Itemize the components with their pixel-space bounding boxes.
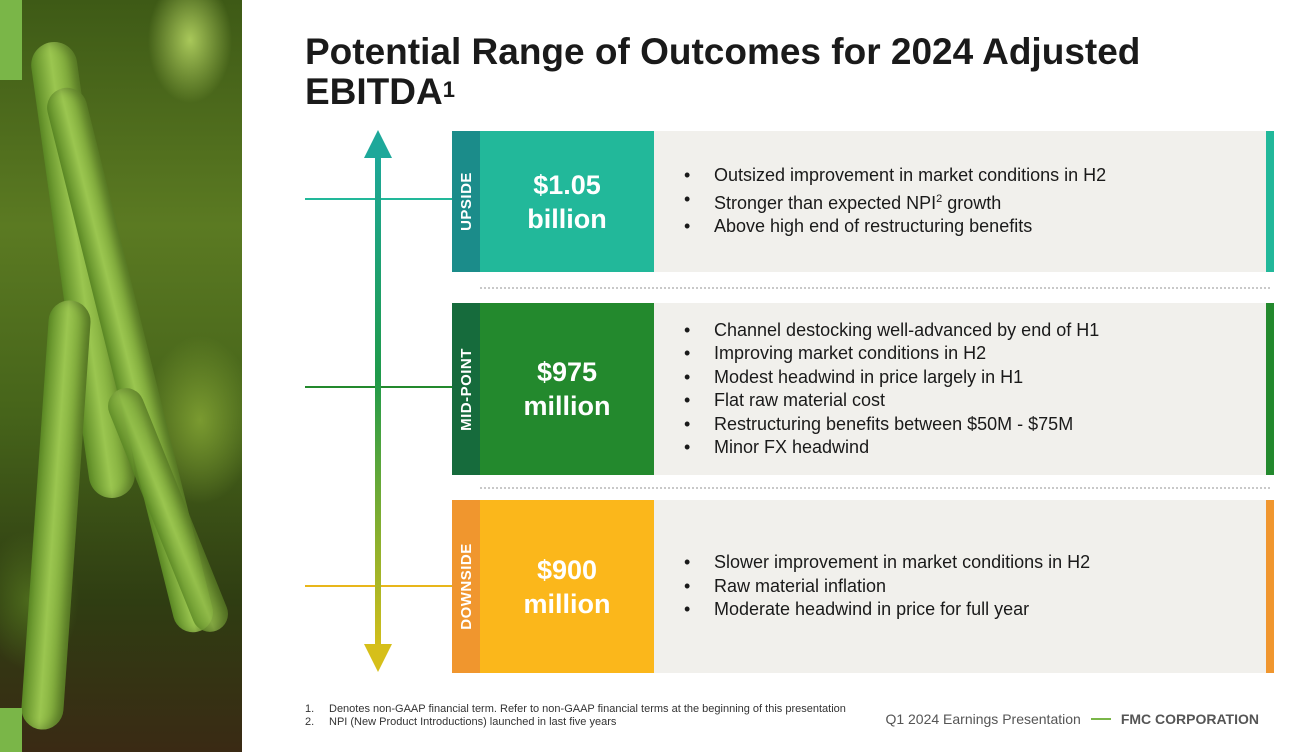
- downside-tab: DOWNSIDE: [452, 500, 480, 673]
- bullet-item: Moderate headwind in price for full year: [684, 598, 1090, 622]
- footnote: 2. NPI (New Product Introductions) launch…: [305, 716, 617, 728]
- accent-strip: [0, 0, 22, 80]
- bullet-item: Raw material inflation: [684, 575, 1090, 599]
- midpoint-label: MID-POINT: [457, 347, 475, 431]
- footnote: 1. Denotes non-GAAP financial term. Refer…: [305, 703, 846, 715]
- arrow-up-head: [364, 130, 392, 158]
- company-name: FMC CORPORATION: [1120, 711, 1259, 727]
- bullet-item: Restructuring benefits between $50M - $7…: [684, 413, 1099, 437]
- upside-value-amount: $1.05: [533, 169, 601, 200]
- footer: Q1 2024 Earnings Presentation FMC CORPOR…: [885, 711, 1259, 727]
- midpoint-bullets: Channel destocking well-advanced by end …: [654, 319, 1099, 460]
- upside-value-unit: billion: [527, 203, 607, 234]
- bullet-item: Slower improvement in market conditions …: [684, 551, 1090, 575]
- page-title: Potential Range of Outcomes for 2024 Adj…: [305, 31, 1141, 112]
- midpoint-value-unit: million: [523, 391, 611, 421]
- upside-edge: [1266, 131, 1274, 272]
- upside-tab: UPSIDE: [452, 131, 480, 272]
- downside-edge: [1266, 500, 1274, 673]
- range-arrow: [305, 130, 452, 672]
- accent-strip: [0, 708, 22, 752]
- downside-value-unit: million: [523, 588, 611, 619]
- footnotes: 1. Denotes non-GAAP financial term. Refer…: [305, 703, 846, 729]
- arrow-down-head: [364, 644, 392, 672]
- upside-bullets: Outsized improvement in market condition…: [654, 164, 1106, 239]
- bullet-item: Minor FX headwind: [684, 436, 1099, 460]
- downside-value: $900 million: [480, 500, 654, 673]
- downside-value-amount: $900: [536, 554, 598, 585]
- midpoint-edge: [1266, 303, 1274, 475]
- footer-dash: [1090, 718, 1111, 720]
- upside-label: UPSIDE: [457, 172, 475, 231]
- bean-pod: [20, 299, 92, 731]
- bean-pod: [102, 382, 234, 638]
- bullet-item: Channel destocking well-advanced by end …: [684, 319, 1099, 343]
- presentation-name: Q1 2024 Earnings Presentation: [885, 711, 1081, 727]
- downside-label: DOWNSIDE: [457, 543, 475, 630]
- bullet-item: Outsized improvement in market condition…: [684, 164, 1106, 188]
- bullet-item: Stronger than expected NPI2 growth: [684, 188, 1106, 216]
- bullet-item: Improving market conditions in H2: [684, 342, 1099, 366]
- downside-bullets: Slower improvement in market conditions …: [654, 551, 1090, 622]
- midpoint-tab: MID-POINT: [452, 303, 480, 475]
- bullet-item: Above high end of restructuring benefits: [684, 215, 1106, 239]
- green-beans-photo: [0, 0, 242, 752]
- upside-value: $1.05 billion: [480, 131, 654, 272]
- bullet-item: Flat raw material cost: [684, 389, 1099, 413]
- arrow-shaft: [375, 152, 381, 652]
- midpoint-description: Channel destocking well-advanced by end …: [654, 303, 1266, 475]
- midpoint-value: $975 million: [480, 303, 654, 475]
- upside-description: Outsized improvement in market condition…: [654, 131, 1266, 272]
- divider: [480, 287, 1270, 289]
- divider: [480, 487, 1270, 489]
- bullet-item: Modest headwind in price largely in H1: [684, 366, 1099, 390]
- downside-description: Slower improvement in market conditions …: [654, 500, 1266, 673]
- midpoint-value-amount: $975: [536, 357, 598, 387]
